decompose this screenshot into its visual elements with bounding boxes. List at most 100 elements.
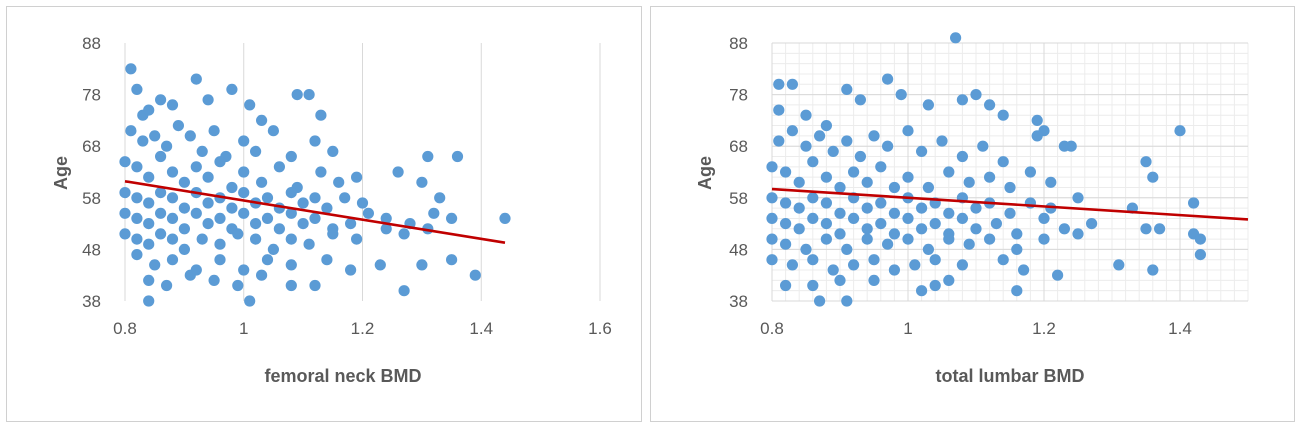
data-point xyxy=(773,104,785,116)
data-point xyxy=(861,233,873,245)
scatter-chart-femoral-neck: 0.8 1 1.2 1.4 1.6 38 48 58 68 78 88 femoral neck … xyxy=(51,34,612,386)
data-point xyxy=(984,233,996,245)
y-tick-label: 48 xyxy=(729,240,748,259)
data-point xyxy=(766,192,778,204)
data-point xyxy=(997,156,1009,168)
y-tick-label: 68 xyxy=(729,137,748,156)
data-point xyxy=(149,130,161,142)
data-point xyxy=(1058,223,1070,235)
data-point xyxy=(261,254,274,266)
data-point xyxy=(1031,114,1043,126)
data-point xyxy=(984,99,996,111)
data-point xyxy=(238,187,250,199)
data-point xyxy=(827,264,839,276)
data-point xyxy=(172,120,184,132)
data-point xyxy=(155,94,167,106)
data-point xyxy=(256,269,268,281)
data-point xyxy=(841,83,853,95)
data-point xyxy=(1154,223,1166,235)
data-point xyxy=(929,279,941,292)
data-point xyxy=(956,150,968,163)
data-point xyxy=(446,212,458,224)
data-point xyxy=(374,259,386,271)
data-point xyxy=(1174,125,1186,137)
data-point xyxy=(1031,130,1043,142)
data-point xyxy=(398,228,410,240)
data-point xyxy=(119,187,131,199)
data-point xyxy=(834,207,846,219)
data-point xyxy=(208,274,220,286)
data-point xyxy=(984,171,996,183)
data-point xyxy=(1011,243,1023,255)
data-point xyxy=(970,89,982,101)
data-point xyxy=(184,269,196,281)
data-point xyxy=(807,279,819,292)
data-point xyxy=(780,197,792,209)
data-point xyxy=(1038,233,1050,245)
data-point xyxy=(800,109,812,121)
data-point xyxy=(434,192,446,204)
data-point xyxy=(214,212,226,224)
data-point xyxy=(155,150,167,163)
x-tick-label: 1 xyxy=(903,319,912,338)
data-point xyxy=(922,99,934,111)
data-point xyxy=(309,135,321,147)
x-tick-labels: 0.8 1 1.2 1.4 1.6 xyxy=(113,319,612,338)
data-point xyxy=(446,254,458,266)
data-point xyxy=(786,78,798,90)
data-point xyxy=(143,171,155,183)
y-tick-label: 78 xyxy=(82,86,101,105)
data-point xyxy=(950,32,962,44)
data-point xyxy=(882,140,894,152)
data-point xyxy=(956,259,968,271)
data-point xyxy=(929,218,941,230)
data-point xyxy=(854,94,866,106)
data-point xyxy=(861,202,873,214)
data-point xyxy=(780,218,792,230)
data-point xyxy=(190,73,202,85)
data-point xyxy=(250,233,262,245)
data-point xyxy=(1140,156,1152,168)
data-point xyxy=(977,140,989,152)
data-point xyxy=(807,156,819,168)
data-point xyxy=(351,171,363,183)
data-point xyxy=(807,254,819,266)
data-point xyxy=(161,140,173,152)
data-point xyxy=(861,176,873,188)
data-point xyxy=(1065,140,1077,152)
data-point xyxy=(416,259,428,271)
data-point xyxy=(820,218,832,230)
data-point xyxy=(131,249,143,261)
data-point xyxy=(807,192,819,204)
data-point xyxy=(888,228,900,240)
data-point xyxy=(303,89,315,101)
data-point xyxy=(143,238,155,250)
data-point xyxy=(143,197,155,209)
data-point xyxy=(997,254,1009,266)
y-tick-label: 58 xyxy=(729,189,748,208)
data-point xyxy=(1038,212,1050,224)
data-point xyxy=(285,279,297,292)
data-point xyxy=(214,238,226,250)
data-point xyxy=(841,295,853,307)
y-tick-label: 88 xyxy=(82,34,101,53)
data-point xyxy=(916,202,928,214)
y-tick-labels: 38 48 58 68 78 88 xyxy=(82,34,101,311)
data-point xyxy=(793,176,805,188)
data-point xyxy=(916,223,928,235)
data-point xyxy=(131,83,143,95)
data-point xyxy=(888,181,900,194)
data-point xyxy=(1140,223,1152,235)
data-point xyxy=(1147,171,1159,183)
data-point xyxy=(273,223,285,235)
data-point xyxy=(451,150,464,163)
data-point xyxy=(1004,207,1016,219)
data-point xyxy=(333,176,345,188)
data-point xyxy=(261,192,274,204)
data-point xyxy=(841,243,853,255)
data-point xyxy=(345,264,357,276)
data-point xyxy=(875,161,887,173)
data-point xyxy=(766,212,778,224)
data-point xyxy=(285,207,297,219)
data-point xyxy=(161,279,173,292)
